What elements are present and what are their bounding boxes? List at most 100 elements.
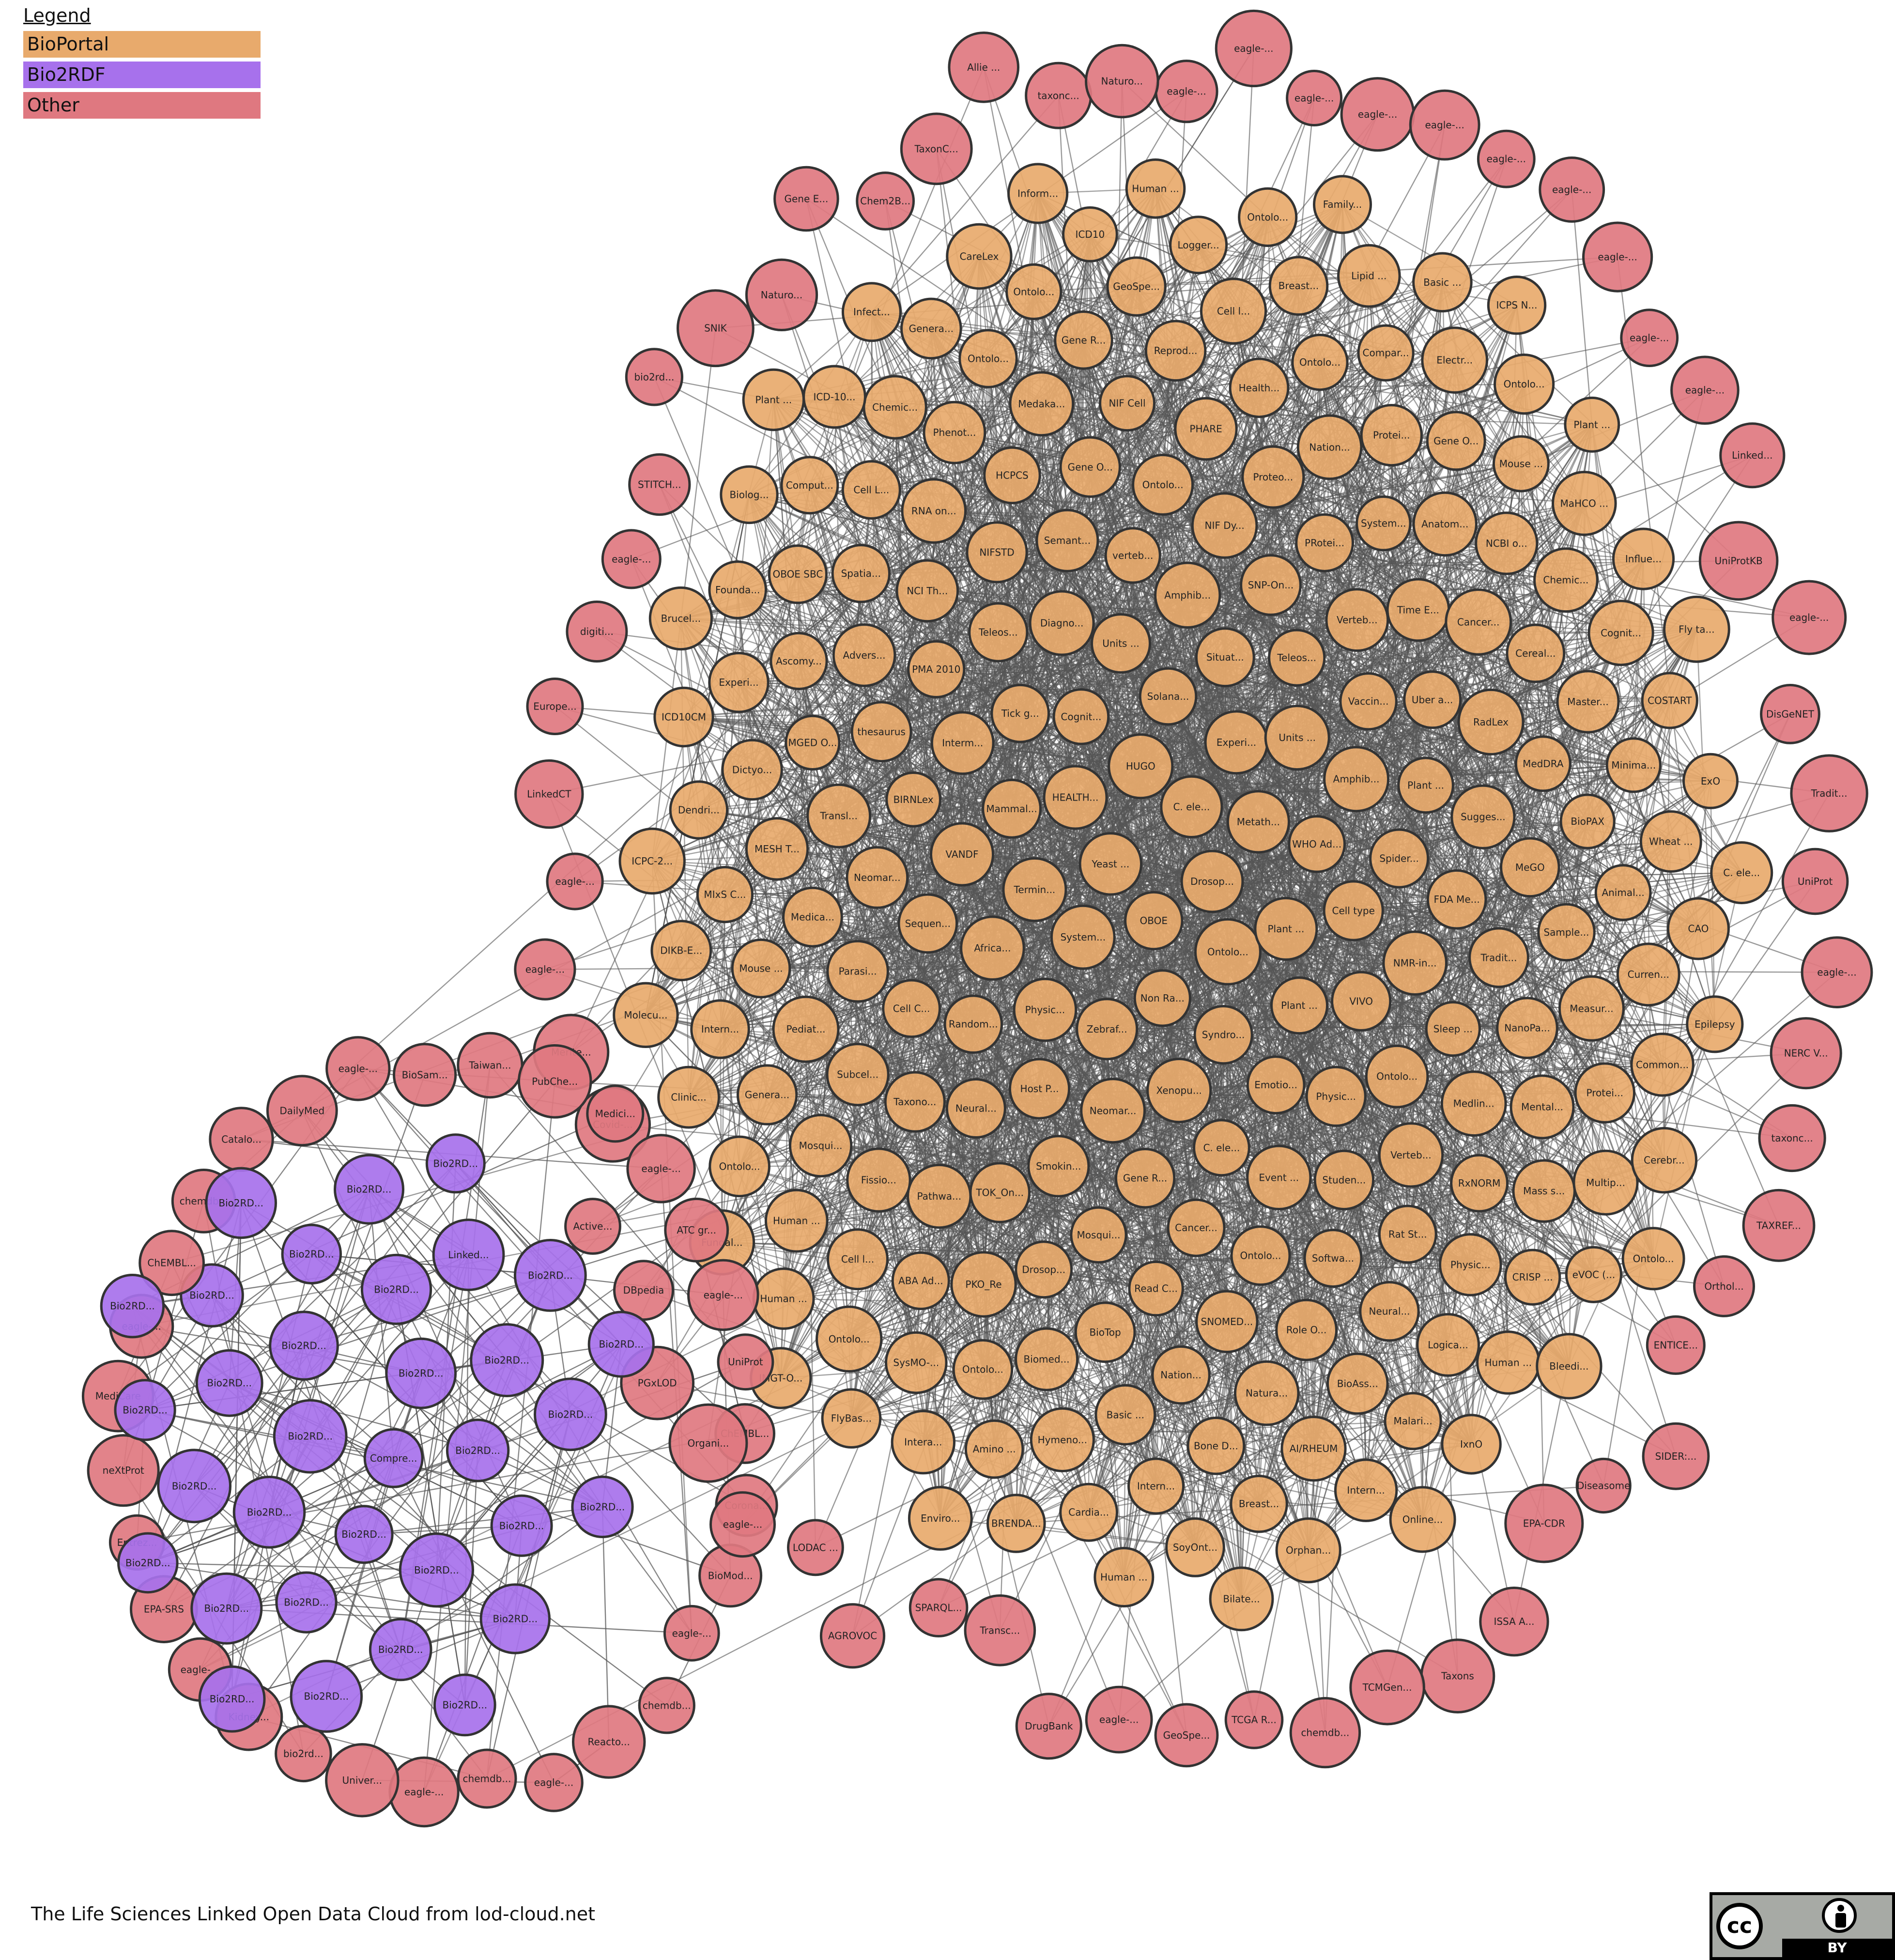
node-bioportal[interactable]: PRotei... bbox=[1295, 513, 1355, 572]
node-bio2rdf[interactable]: Bio2RD... bbox=[269, 1311, 339, 1381]
node-bioportal[interactable]: Cell l... bbox=[1200, 278, 1267, 345]
node-bioportal[interactable]: Animal... bbox=[1594, 864, 1652, 921]
node-bioportal[interactable]: Interm... bbox=[930, 711, 995, 775]
node-bioportal[interactable]: Situat... bbox=[1195, 627, 1255, 688]
node-bioportal[interactable]: Minima... bbox=[1605, 737, 1662, 793]
node-other[interactable]: Organi... bbox=[668, 1403, 748, 1483]
node-bioportal[interactable]: NIFSTD bbox=[966, 521, 1028, 584]
node-other[interactable]: LODAC ... bbox=[787, 1519, 844, 1576]
node-bioportal[interactable]: Rat St... bbox=[1378, 1204, 1437, 1264]
node-bioportal[interactable]: eVOC (... bbox=[1565, 1246, 1622, 1303]
node-bioportal[interactable]: Measur... bbox=[1558, 975, 1625, 1042]
node-bioportal[interactable]: GeoSpe... bbox=[1106, 256, 1167, 317]
node-other[interactable]: DisGeNET bbox=[1760, 684, 1820, 744]
node-bioportal[interactable]: OBOE SBC bbox=[768, 544, 828, 604]
node-bio2rdf[interactable]: Bio2RD... bbox=[157, 1449, 232, 1524]
node-bioportal[interactable]: Mosqui... bbox=[788, 1113, 853, 1178]
node-bioportal[interactable]: Human ... bbox=[1476, 1330, 1541, 1395]
node-bioportal[interactable]: Spider... bbox=[1369, 828, 1430, 889]
node-bioportal[interactable]: Ontolo... bbox=[1230, 1225, 1291, 1286]
node-other[interactable]: Europe... bbox=[526, 678, 584, 735]
node-bioportal[interactable]: Non Ra... bbox=[1133, 969, 1191, 1027]
node-bioportal[interactable]: Ontolo... bbox=[1365, 1044, 1429, 1109]
node-bio2rdf[interactable]: Bio2RD... bbox=[198, 1665, 266, 1733]
node-other[interactable]: eagle-... bbox=[1215, 9, 1293, 88]
node-bioportal[interactable]: Chemic... bbox=[1533, 547, 1599, 613]
node-bioportal[interactable]: NIF Cell bbox=[1099, 375, 1155, 432]
node-bioportal[interactable]: Teleos... bbox=[968, 602, 1029, 663]
node-bioportal[interactable]: Brucel... bbox=[648, 586, 713, 651]
node-bioportal[interactable]: Reprod... bbox=[1144, 320, 1207, 382]
node-bioportal[interactable]: ABA Ad... bbox=[891, 1251, 950, 1311]
node-other[interactable]: eagle-... bbox=[663, 1605, 720, 1662]
node-other[interactable]: taxonc... bbox=[1025, 62, 1093, 129]
node-bioportal[interactable]: Intern... bbox=[690, 999, 750, 1059]
node-bioportal[interactable]: Ascomy... bbox=[770, 632, 828, 691]
node-other[interactable]: TaxonC... bbox=[900, 112, 973, 185]
node-other[interactable]: SPARQL... bbox=[909, 1578, 969, 1637]
node-bioportal[interactable]: Time E... bbox=[1386, 578, 1450, 642]
node-other[interactable]: TAXREF... bbox=[1742, 1188, 1816, 1262]
node-bioportal[interactable]: Bleedi... bbox=[1536, 1333, 1602, 1400]
node-bioportal[interactable]: Uber a... bbox=[1403, 670, 1462, 729]
node-bioportal[interactable]: Logica... bbox=[1416, 1313, 1480, 1377]
node-bioportal[interactable]: NCBI o... bbox=[1475, 511, 1539, 575]
node-other[interactable]: UniProtKB bbox=[1698, 521, 1779, 601]
node-bioportal[interactable]: Breast... bbox=[1230, 1475, 1288, 1533]
node-bioportal[interactable]: Fly ta... bbox=[1663, 595, 1730, 663]
node-bioportal[interactable]: Softwa... bbox=[1303, 1229, 1363, 1288]
node-bioportal[interactable]: Nation... bbox=[1151, 1345, 1211, 1405]
node-bioportal[interactable]: Bilate... bbox=[1209, 1566, 1274, 1632]
node-other[interactable]: DBpedia bbox=[613, 1260, 674, 1321]
node-bioportal[interactable]: Experi... bbox=[708, 652, 770, 713]
node-other[interactable]: Active... bbox=[564, 1198, 621, 1255]
node-bioportal[interactable]: Basic ... bbox=[1412, 252, 1473, 313]
node-bioportal[interactable]: Cereal... bbox=[1506, 623, 1566, 683]
node-bioportal[interactable]: Malari... bbox=[1384, 1392, 1442, 1451]
node-bio2rdf[interactable]: Bio2RD... bbox=[446, 1419, 510, 1482]
node-bioportal[interactable]: Infect... bbox=[841, 282, 902, 342]
node-bioportal[interactable]: ICD10 bbox=[1062, 206, 1118, 262]
node-bioportal[interactable]: Pediat... bbox=[772, 995, 840, 1063]
node-bioportal[interactable]: Emotio... bbox=[1246, 1055, 1306, 1115]
node-other[interactable]: chemdb... bbox=[638, 1677, 695, 1734]
node-bioportal[interactable]: Mouse ... bbox=[1492, 435, 1550, 493]
node-bioportal[interactable]: Influe... bbox=[1612, 527, 1675, 590]
node-other[interactable]: eagle-... bbox=[1477, 129, 1536, 188]
node-bioportal[interactable]: PMA 2010 bbox=[907, 640, 966, 699]
node-bioportal[interactable]: Ontolo... bbox=[709, 1135, 770, 1198]
node-bioportal[interactable]: IxnO bbox=[1441, 1414, 1502, 1475]
node-bioportal[interactable]: Basic ... bbox=[1094, 1384, 1156, 1446]
node-bioportal[interactable]: C. ele... bbox=[1193, 1119, 1250, 1177]
node-other[interactable]: eagle-... bbox=[546, 852, 604, 911]
node-bioportal[interactable]: verteb... bbox=[1104, 527, 1161, 584]
node-bioportal[interactable]: Common... bbox=[1630, 1033, 1695, 1097]
node-bioportal[interactable]: MaHCO ... bbox=[1552, 471, 1617, 536]
node-bioportal[interactable]: Lipid ... bbox=[1337, 244, 1401, 308]
node-bioportal[interactable]: Experi... bbox=[1204, 710, 1269, 775]
node-other[interactable]: Taiwan... bbox=[457, 1032, 524, 1099]
node-bioportal[interactable]: Medlin... bbox=[1440, 1070, 1507, 1137]
node-bioportal[interactable]: Human ... bbox=[764, 1188, 829, 1253]
node-bioportal[interactable]: Transl... bbox=[806, 783, 872, 849]
node-bioportal[interactable]: Biolog... bbox=[720, 465, 779, 525]
node-bioportal[interactable]: Plant ... bbox=[742, 368, 805, 432]
node-bioportal[interactable]: Proteo... bbox=[1241, 445, 1305, 509]
node-bioportal[interactable]: Curren... bbox=[1616, 942, 1680, 1007]
node-bioportal[interactable]: Comput... bbox=[780, 456, 839, 515]
node-bioportal[interactable]: Yeast ... bbox=[1078, 832, 1143, 896]
node-bioportal[interactable]: Plant ... bbox=[1254, 896, 1318, 961]
node-bioportal[interactable]: Human ... bbox=[752, 1267, 815, 1330]
node-bioportal[interactable]: Epilepsy bbox=[1686, 995, 1744, 1053]
node-bioportal[interactable]: Nation... bbox=[1296, 414, 1363, 480]
node-bioportal[interactable]: C. ele... bbox=[1710, 841, 1773, 904]
node-bioportal[interactable]: Human ... bbox=[1094, 1547, 1155, 1607]
node-bioportal[interactable]: Master... bbox=[1556, 670, 1620, 734]
node-bioportal[interactable]: NanoPa... bbox=[1496, 997, 1558, 1059]
node-other[interactable]: EPA-CDR bbox=[1504, 1483, 1584, 1563]
node-bioportal[interactable]: Teleos... bbox=[1268, 629, 1326, 687]
node-bioportal[interactable]: Ontolo... bbox=[1238, 187, 1298, 247]
node-bio2rdf[interactable]: Bio2RD... bbox=[513, 1239, 587, 1312]
node-bioportal[interactable]: Cell l... bbox=[827, 1228, 889, 1291]
node-bioportal[interactable]: Semant... bbox=[1035, 509, 1099, 572]
